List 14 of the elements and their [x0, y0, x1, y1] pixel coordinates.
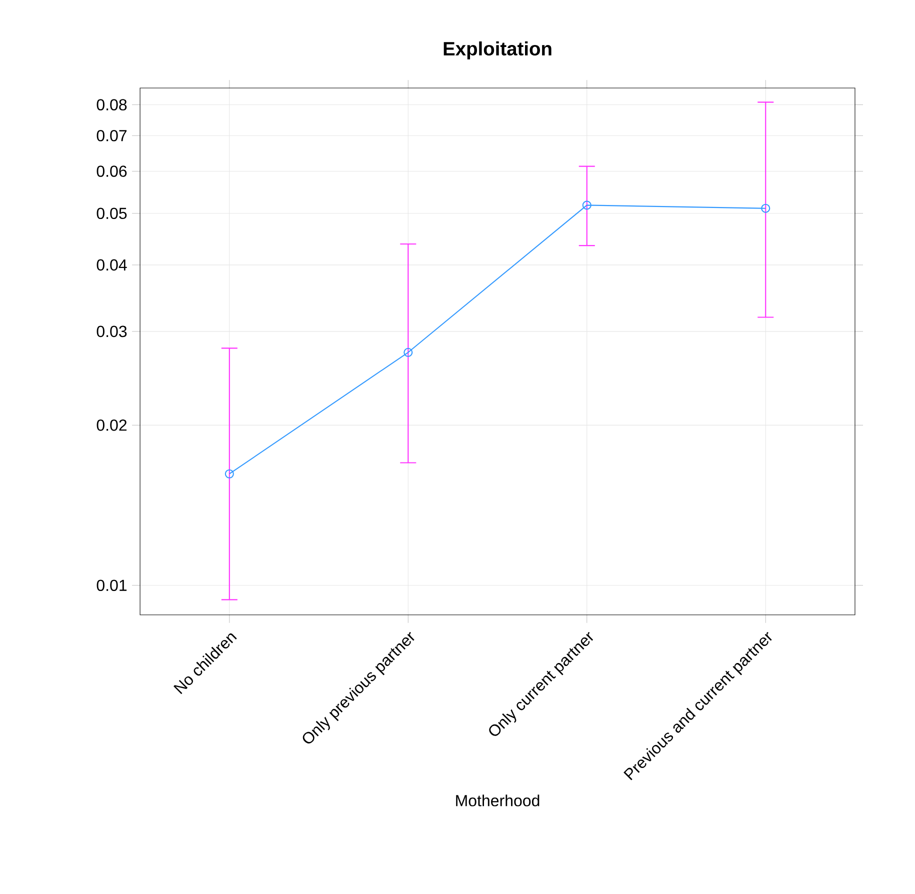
point	[761, 204, 770, 214]
y-tick-label: 0.05	[96, 208, 127, 220]
y-tick-label: 0.02	[96, 420, 127, 431]
y-tick-label: 0.03	[96, 326, 127, 338]
chart-title: Exploitation	[444, 42, 552, 60]
y-tick-label: 0.08	[96, 99, 127, 111]
point	[404, 348, 413, 358]
y-tick-label: 0.06	[96, 166, 127, 178]
point	[224, 469, 234, 479]
point	[582, 200, 592, 210]
y-tick-label: 0.01	[96, 580, 127, 592]
y-tick-label: 0.04	[96, 259, 127, 271]
x-axis-title: Motherhood	[456, 794, 540, 806]
y-tick-label: 0.07	[96, 130, 127, 142]
